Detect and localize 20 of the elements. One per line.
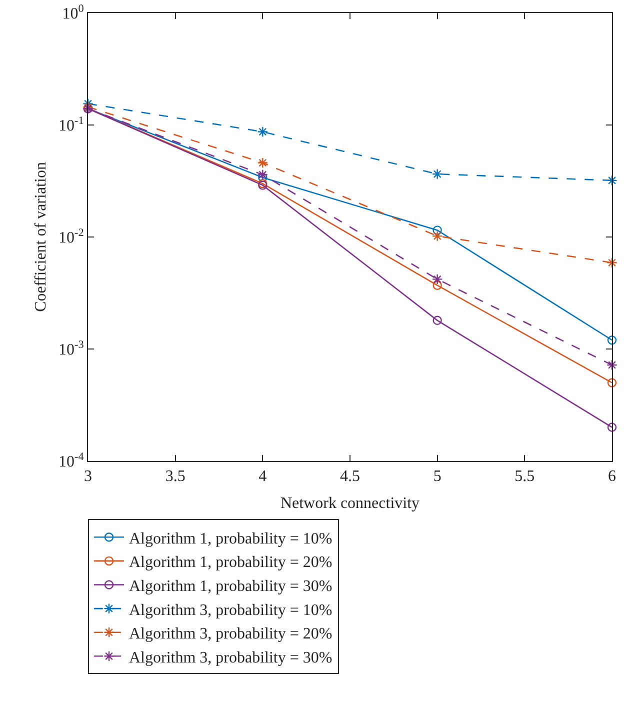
y-tick-label: 10$^{0}$ (62, 2, 84, 23)
x-tick-label: 5.5 (514, 468, 535, 486)
x-tick-label: 3 (84, 468, 92, 486)
x-tick-label: 3.5 (165, 468, 186, 486)
legend-label: Algorithm 1, probability = 30% (129, 578, 332, 595)
legend-label: Algorithm 3, probability = 10% (129, 602, 332, 619)
x-tick-label: 5 (433, 468, 442, 486)
legend-label: Algorithm 3, probability = 30% (129, 649, 332, 666)
x-tick-label: 4.5 (340, 468, 360, 486)
y-tick-label: 10$^{-3}$ (58, 338, 84, 359)
y-axis-title: Coefficient of variation (32, 162, 50, 312)
y-tick-label: 10$^{-2}$ (58, 226, 84, 247)
x-axis-title: Network connectivity (280, 494, 420, 512)
legend-label: Algorithm 1, probability = 10% (129, 530, 332, 548)
x-tick-label: 6 (608, 468, 616, 486)
y-tick-label: 10$^{-1}$ (58, 114, 84, 135)
y-tick-label: 10$^{-4}$ (58, 450, 84, 471)
legend-label: Algorithm 1, probability = 20% (129, 554, 332, 572)
legend-label: Algorithm 3, probability = 20% (129, 626, 332, 643)
x-tick-label: 4 (258, 468, 267, 486)
